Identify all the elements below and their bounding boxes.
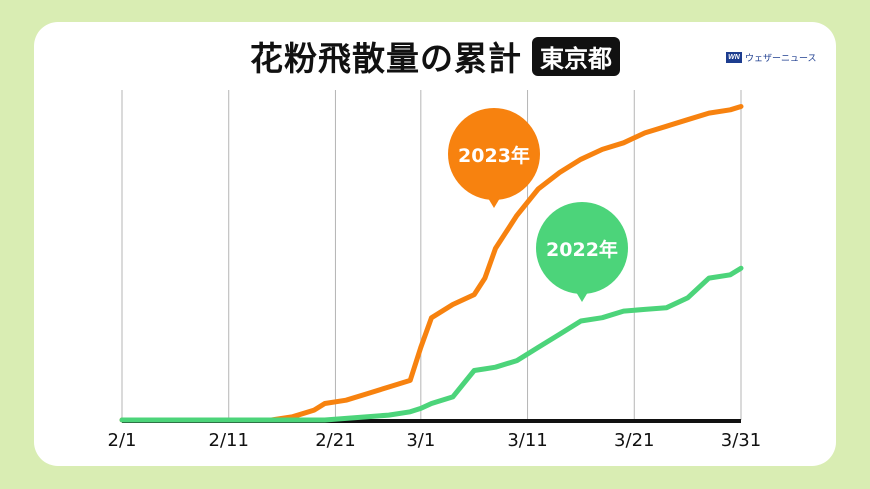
chart-header: 花粉飛散量の累計 東京都 [0, 32, 870, 80]
chart-title: 花粉飛散量の累計 [250, 39, 522, 78]
x-tick-label: 3/31 [720, 430, 762, 451]
logo-mark-icon: WN [726, 52, 742, 63]
x-tick-label: 3/1 [406, 430, 436, 451]
callout-2022-label: 2022年 [546, 238, 618, 261]
logo-text: ウェザーニュース [745, 54, 817, 64]
callout-2022: 2022年 [536, 202, 628, 294]
callout-2023-label: 2023年 [458, 144, 530, 167]
callout-2023: 2023年 [448, 108, 540, 200]
x-tick-label: 2/11 [208, 430, 249, 451]
region-badge: 東京都 [532, 36, 620, 76]
series-line-2022年 [119, 265, 744, 423]
weathernews-logo: WN ウェザーニュース [726, 51, 817, 64]
chart-card [34, 22, 836, 466]
x-tick-label: 2/21 [315, 430, 356, 451]
series-line-2023年 [119, 104, 744, 423]
x-tick-label: 2/1 [107, 430, 137, 451]
x-tick-label: 3/21 [614, 430, 655, 451]
x-tick-label: 3/11 [507, 430, 548, 451]
